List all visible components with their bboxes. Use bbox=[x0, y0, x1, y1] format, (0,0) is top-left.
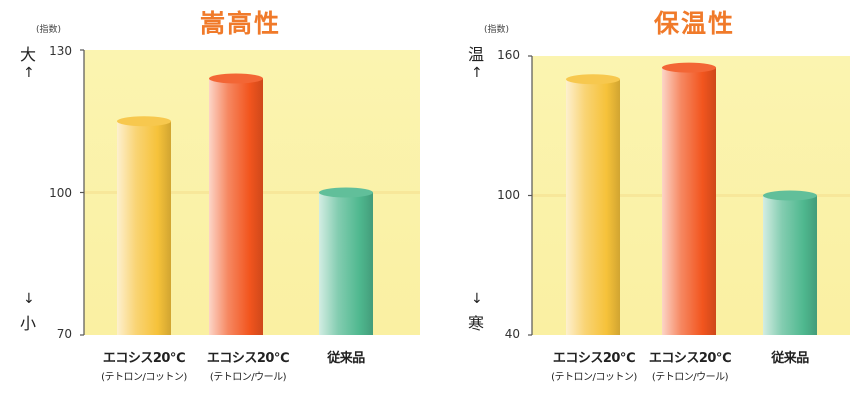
direction-top-label: 大 bbox=[20, 45, 37, 64]
down-arrow-icon: ↓ bbox=[23, 291, 35, 307]
direction-bottom-label: 寒 bbox=[468, 314, 485, 333]
y-tick-label: 130 bbox=[49, 44, 72, 58]
category-label: 従来品 bbox=[327, 351, 365, 366]
bar-body bbox=[763, 195, 817, 335]
bar-top-cap bbox=[763, 190, 817, 201]
bar-body bbox=[662, 67, 716, 335]
bar bbox=[117, 116, 171, 335]
chart-title: 保温性 bbox=[654, 9, 736, 38]
y-tick-label: 160 bbox=[497, 48, 520, 62]
down-arrow-icon: ↓ bbox=[471, 291, 483, 307]
bar-body bbox=[319, 192, 373, 335]
y-tick-label: 40 bbox=[504, 327, 520, 341]
chart-bulkiness: 嵩高性 (指数) 大 ↑ ↓ 小 130 100 70 エコシス20℃ (テトロ… bbox=[0, 0, 420, 397]
unit-label: (指数) bbox=[36, 25, 62, 35]
chart-heat-retention: 保温性 (指数) 温 ↑ ↓ 寒 160 100 40 エコシス20℃ (テトロ… bbox=[430, 0, 850, 397]
bar-body bbox=[566, 79, 620, 335]
y-tick-label: 100 bbox=[497, 188, 520, 202]
bar-top-cap bbox=[209, 73, 263, 84]
direction-bottom-label: 小 bbox=[20, 314, 37, 333]
category-label: エコシス20℃ (テトロン/ウール) bbox=[648, 351, 732, 383]
category-label: エコシス20℃ (テトロン/ウール) bbox=[206, 351, 290, 383]
plot-area bbox=[528, 55, 850, 336]
bar-body bbox=[117, 121, 171, 335]
chart-title: 嵩高性 bbox=[200, 9, 282, 38]
bar bbox=[319, 187, 373, 335]
bar bbox=[763, 190, 817, 335]
direction-top-label: 温 bbox=[468, 45, 485, 64]
category-label: エコシス20℃ (テトロン/コットン) bbox=[551, 351, 637, 383]
bar-top-cap bbox=[117, 116, 171, 127]
bar bbox=[566, 74, 620, 335]
bar-body bbox=[209, 78, 263, 335]
bar bbox=[209, 73, 263, 335]
y-tick-label: 100 bbox=[49, 186, 72, 200]
plot-area bbox=[80, 49, 420, 336]
bar-top-cap bbox=[566, 74, 620, 85]
bar-top-cap bbox=[662, 62, 716, 73]
bar-top-cap bbox=[319, 187, 373, 198]
y-tick-label: 70 bbox=[56, 327, 72, 341]
bar bbox=[662, 62, 716, 335]
up-arrow-icon: ↑ bbox=[471, 65, 483, 81]
unit-label: (指数) bbox=[484, 25, 510, 35]
category-label: エコシス20℃ (テトロン/コットン) bbox=[101, 351, 187, 383]
up-arrow-icon: ↑ bbox=[23, 65, 35, 81]
category-label: 従来品 bbox=[771, 351, 809, 366]
